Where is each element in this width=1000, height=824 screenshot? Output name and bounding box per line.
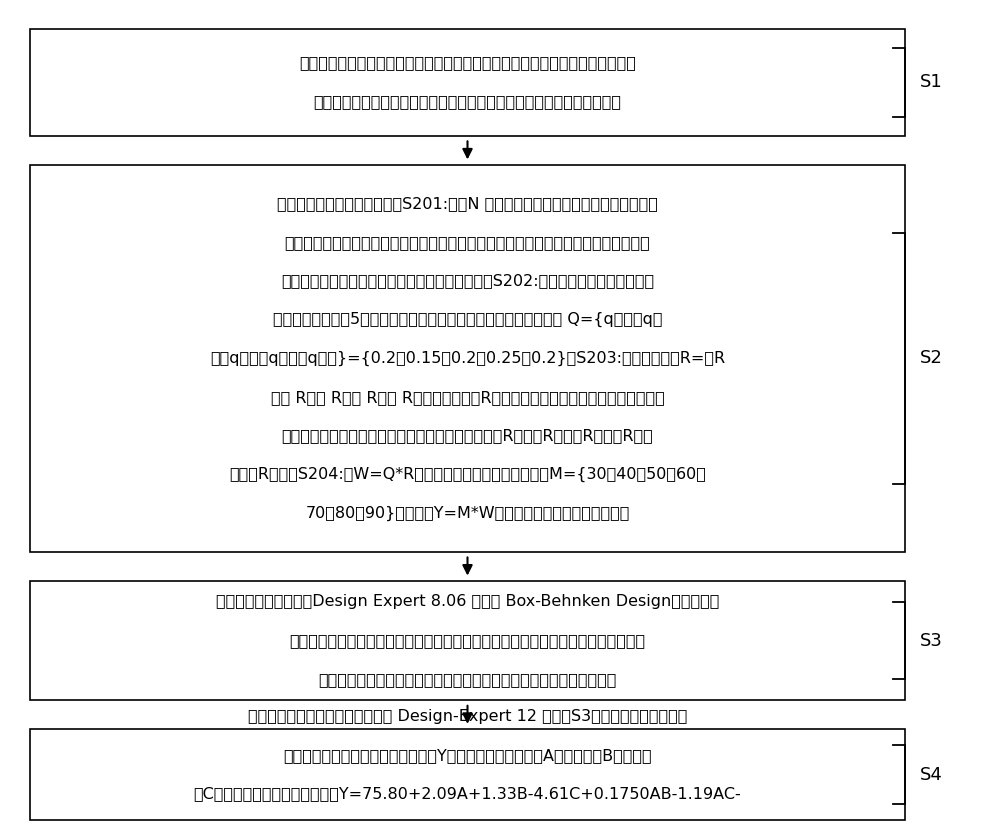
Text: S2: S2 [920,349,943,368]
Text: 香味、滋味和口感5个因素的权重系数，并根据权重系数建立权重集 Q={q色泽，q组: 香味、滋味和口感5个因素的权重系数，并根据权重系数建立权重集 Q={q色泽，q组 [273,312,662,327]
Text: S4: S4 [920,765,943,784]
Text: 选取三个水平，以模糊数学感官评分为响应值，对工艺参数进行优化；: 选取三个水平，以模糊数学感官评分为响应值，对工艺参数进行优化； [318,672,617,687]
Text: 拟合分析，得到的模糊数学感官评分Y与腌制液与牛肉质量比A、卤制温度B、卤制时: 拟合分析，得到的模糊数学感官评分Y与腌制液与牛肉质量比A、卤制温度B、卤制时 [283,747,652,763]
Text: 较好、一般、较差、差、极差七个不同等级的比例，R组织、R香味、R滋味、R口感: 较好、一般、较差、差、极差七个不同等级的比例，R组织、R香味、R滋味、R口感 [282,428,653,443]
Text: 定义同R色泽；S204:将W=Q*R可得感官评价的赞成比，评分集M={30，40，50，60，: 定义同R色泽；S204:将W=Q*R可得感官评价的赞成比，评分集M={30，40… [229,467,706,482]
Text: 较好、一般、较差、差、极差七个等级进行评级；S202:设计酱牛肉的色泽、组织、: 较好、一般、较差、差、极差七个等级进行评级；S202:设计酱牛肉的色泽、组织、 [281,274,654,288]
Text: 色泽 R组织 R香味 R滋味 R口感），其中，R色泽表示在酱牛肉色泽评价中极好、好、: 色泽 R组织 R香味 R滋味 R口感），其中，R色泽表示在酱牛肉色泽评价中极好、… [271,390,664,405]
Text: 间C的二次多元回归模拟方程为：Y=75.80+2.09A+1.33B-4.61C+0.1750AB-1.19AC-: 间C的二次多元回归模拟方程为：Y=75.80+2.09A+1.33B-4.61C… [194,786,741,802]
Text: 建立模糊数学感官评价模型：S201:选取N 位经培训的食品专业人员分别从酱牛肉的: 建立模糊数学感官评价模型：S201:选取N 位经培训的食品专业人员分别从酱牛肉的 [277,196,658,211]
Text: 70，80，90}，再根据Y=M*W计算出酱牛肉的模糊综合评分；: 70，80，90}，再根据Y=M*W计算出酱牛肉的模糊综合评分； [305,506,630,521]
FancyBboxPatch shape [30,165,905,552]
Text: 设计响应面试验：采用Design Expert 8.06 软件中 Box-Behnken Design，以腌制液: 设计响应面试验：采用Design Expert 8.06 软件中 Box-Beh… [216,594,719,610]
FancyBboxPatch shape [30,29,905,136]
Text: 色泽、组织、香味、滋味、口感五个方面进行感官评价，每个指标分别按照极好、好、: 色泽、组织、香味、滋味、口感五个方面进行感官评价，每个指标分别按照极好、好、 [285,235,650,250]
Text: 设计单因素实验：根据酱牛肉一步法加工工艺方法，以腌制液与牛肉质量比、卤: 设计单因素实验：根据酱牛肉一步法加工工艺方法，以腌制液与牛肉质量比、卤 [299,55,636,71]
Text: 制温度、卤制时间为单因素变量设计单因素实验，确定最佳单因素条件；: 制温度、卤制时间为单因素变量设计单因素实验，确定最佳单因素条件； [314,94,622,110]
Text: S3: S3 [920,632,943,649]
Text: S1: S1 [920,73,943,91]
FancyBboxPatch shape [30,581,905,700]
FancyBboxPatch shape [30,729,905,820]
Text: 回归模型建立及显著性分析：采用 Design-Expert 12 软件对S3试验数据进行多元回归: 回归模型建立及显著性分析：采用 Design-Expert 12 软件对S3试验… [248,709,687,724]
Text: 织，q香味，q滋味，q口感}={0.2，0.15，0.2，0.25，0.2}；S203:设定评判矩阵R=（R: 织，q香味，q滋味，q口感}={0.2，0.15，0.2，0.25，0.2}；S… [210,351,725,366]
Text: 与牛肉质量比、卤制温度、卤制时间作为试验因素，根据单因素实验结果，每个因素: 与牛肉质量比、卤制温度、卤制时间作为试验因素，根据单因素实验结果，每个因素 [289,633,646,648]
